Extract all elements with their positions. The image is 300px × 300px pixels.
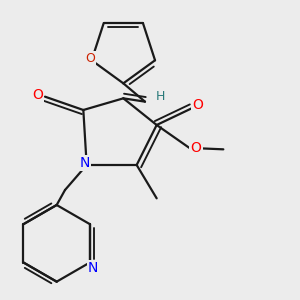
Text: H: H (155, 90, 165, 103)
Text: O: O (85, 52, 95, 65)
Text: N: N (80, 156, 90, 170)
Text: N: N (88, 262, 98, 275)
Text: O: O (192, 98, 203, 112)
Text: O: O (32, 88, 43, 102)
Text: O: O (190, 141, 201, 155)
